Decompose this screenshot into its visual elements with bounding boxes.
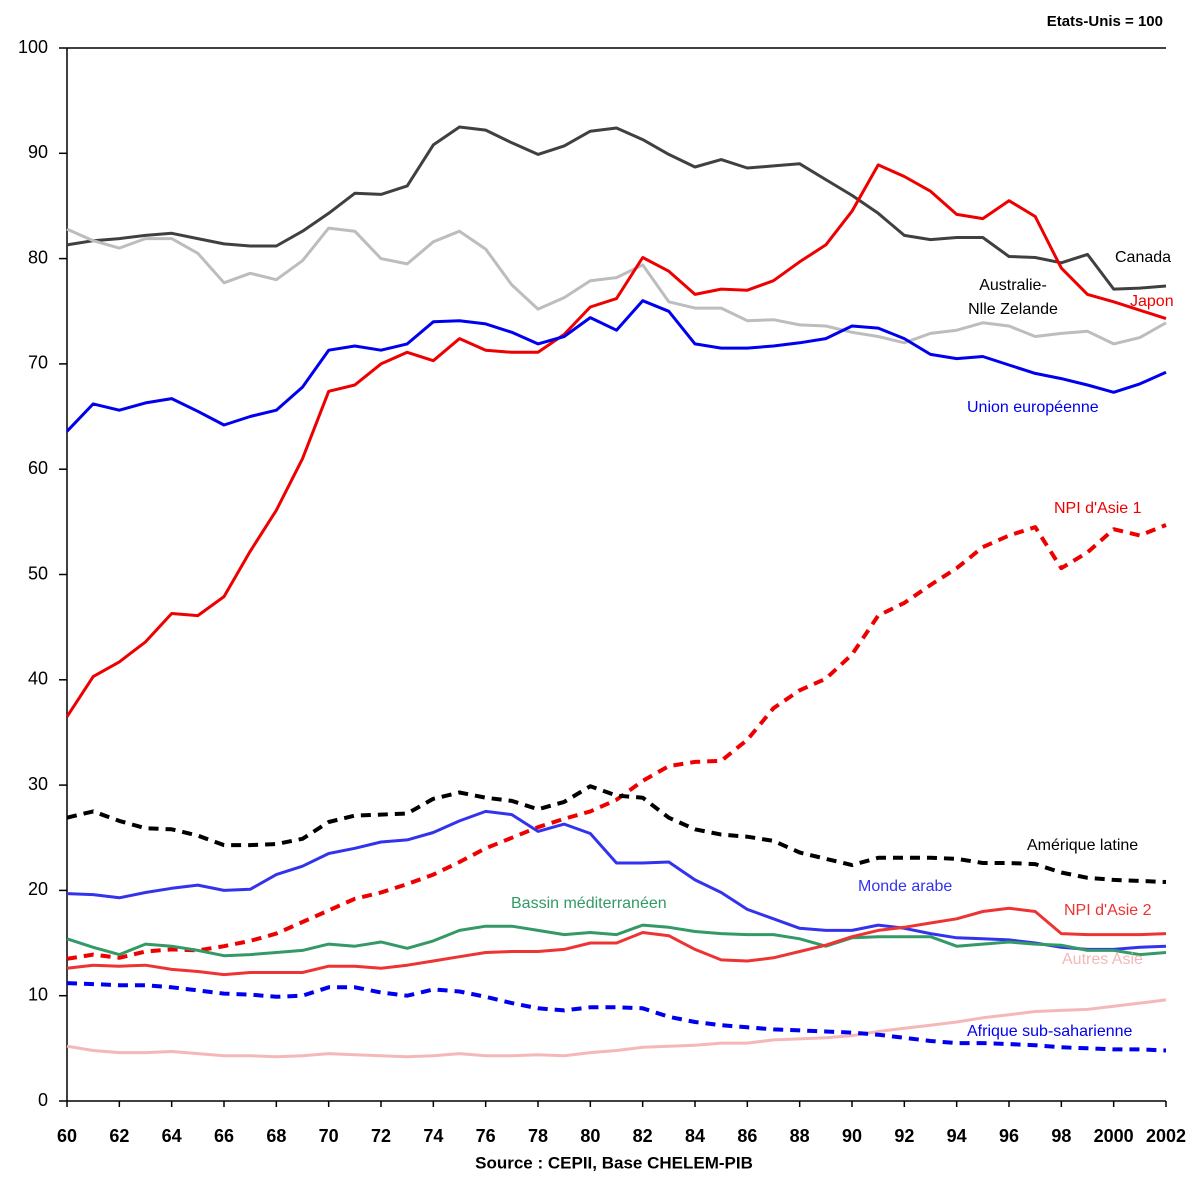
series-line bbox=[66, 998, 1167, 1059]
series-label: NPI d'Asie 2 bbox=[1064, 902, 1152, 919]
y-tick-label: 50 bbox=[28, 563, 48, 583]
x-tick-label: 64 bbox=[162, 1126, 182, 1146]
series-line bbox=[65, 299, 1167, 433]
series-line bbox=[66, 809, 1167, 951]
series-label: Afrique sub-saharienne bbox=[967, 1023, 1133, 1040]
series-label: Japon bbox=[1130, 293, 1174, 310]
y-tick-label: 60 bbox=[28, 458, 48, 478]
series-label: Australie- Nlle Zelande bbox=[968, 277, 1058, 318]
x-tick-label: 80 bbox=[580, 1126, 600, 1146]
y-tick-label: 90 bbox=[28, 142, 48, 162]
y-tick-label: 30 bbox=[28, 774, 48, 794]
x-tick-label: 74 bbox=[423, 1126, 443, 1146]
series-label: NPI d'Asie 1 bbox=[1054, 500, 1142, 517]
series-line bbox=[66, 981, 1167, 1053]
series-line bbox=[66, 125, 1167, 291]
series-label: Union européenne bbox=[967, 399, 1099, 416]
series-label: Autres Asie bbox=[1062, 951, 1143, 968]
series-line bbox=[66, 523, 1167, 961]
x-tick-label: 84 bbox=[685, 1126, 705, 1146]
x-tick-label: 98 bbox=[1051, 1126, 1071, 1146]
series-label: Bassin méditerranéen bbox=[511, 895, 667, 912]
x-tick-label: 76 bbox=[476, 1126, 496, 1146]
x-tick-label: 2002 bbox=[1146, 1126, 1186, 1146]
x-tick-label: 68 bbox=[266, 1126, 286, 1146]
y-tick-label: 70 bbox=[28, 353, 48, 373]
y-tick-label: 80 bbox=[28, 247, 48, 267]
x-tick-label: 2000 bbox=[1094, 1126, 1134, 1146]
series-line bbox=[66, 906, 1167, 977]
series-label: Amérique latine bbox=[1027, 837, 1139, 854]
x-tick-label: 82 bbox=[633, 1126, 653, 1146]
x-tick-label: 78 bbox=[528, 1126, 548, 1146]
x-tick-label: 96 bbox=[999, 1126, 1019, 1146]
chart-title: Etats-Unis = 100 bbox=[1047, 13, 1163, 30]
y-tick-label: 10 bbox=[28, 984, 48, 1004]
x-tick-label: 62 bbox=[109, 1126, 129, 1146]
series-label: Monde arabe bbox=[858, 878, 953, 895]
y-tick-label: 20 bbox=[28, 879, 48, 899]
series-line bbox=[66, 226, 1167, 346]
series-line bbox=[66, 784, 1167, 884]
x-tick-label: 72 bbox=[371, 1126, 391, 1146]
y-tick-label: 0 bbox=[38, 1090, 48, 1110]
series-line bbox=[66, 923, 1167, 958]
x-tick-label: 70 bbox=[319, 1126, 339, 1146]
x-tick-label: 86 bbox=[737, 1126, 757, 1146]
y-tick-label: 100 bbox=[18, 37, 48, 57]
x-tick-label: 66 bbox=[214, 1126, 234, 1146]
y-tick-label: 40 bbox=[28, 669, 48, 689]
x-tick-label: 94 bbox=[947, 1126, 967, 1146]
x-tick-label: 60 bbox=[57, 1126, 77, 1146]
source-note: Source : CEPII, Base CHELEM-PIB bbox=[475, 1153, 753, 1172]
x-tick-label: 90 bbox=[842, 1126, 862, 1146]
series-label: Canada bbox=[1115, 249, 1172, 266]
series-line bbox=[65, 163, 1167, 718]
x-tick-label: 88 bbox=[790, 1126, 810, 1146]
x-tick-label: 92 bbox=[894, 1126, 914, 1146]
